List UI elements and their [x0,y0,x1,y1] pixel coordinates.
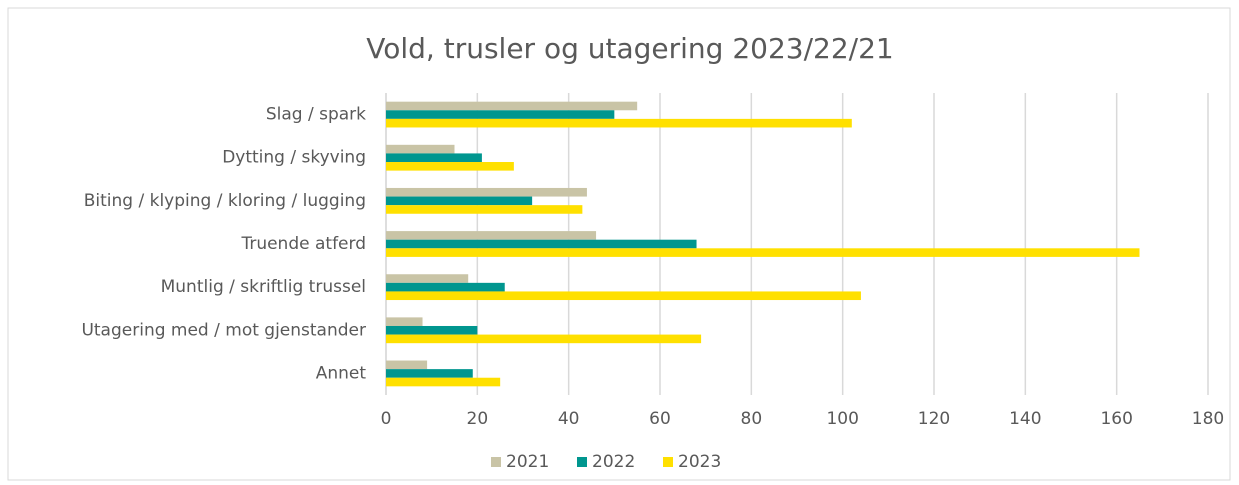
bar [386,231,597,240]
bar [386,144,455,154]
y-tick-label: Muntlig / skriftlig trussel [161,277,366,297]
bar [386,317,423,326]
bar [386,369,473,378]
bar [386,325,478,335]
x-tick-label: 60 [649,409,671,429]
bar [386,101,638,111]
y-tick-label: Annet [316,363,367,383]
x-tick-label: 180 [1192,409,1224,429]
y-tick-label: Biting / klyping / kloring / lugging [84,191,366,211]
x-tick-label: 0 [381,409,392,429]
legend-label: 2023 [678,452,721,472]
y-tick-label: Utagering med / mot gjenstander [81,320,366,340]
bar [386,239,697,249]
x-tick-label: 160 [1100,409,1132,429]
bar [386,196,533,206]
bar [386,162,514,171]
x-tick-label: 120 [918,409,950,429]
legend-swatch [577,457,587,467]
x-tick-label: 20 [467,409,489,429]
bar [386,377,501,387]
x-tick-label: 40 [558,409,580,429]
y-tick-label: Slag / spark [266,105,366,125]
x-tick-label: 100 [826,409,858,429]
chart-title: Vold, trusler og utagering 2023/22/21 [366,32,894,65]
y-tick-label: Truende atferd [240,234,366,254]
bar [386,282,505,292]
bar [386,118,852,128]
bar [386,334,702,344]
bar [386,205,583,214]
bar [386,248,1140,257]
x-tick-label: 80 [741,409,763,429]
legend-label: 2021 [506,452,549,472]
bar [386,187,587,197]
bar [386,153,482,163]
bar [386,110,615,119]
bar [386,360,428,370]
legend-swatch [491,457,501,467]
bar [386,274,469,283]
legend-label: 2022 [592,452,635,472]
bar [386,291,861,301]
y-tick-label: Dytting / skyving [222,148,366,168]
legend-swatch [663,457,673,467]
x-tick-label: 140 [1009,409,1041,429]
